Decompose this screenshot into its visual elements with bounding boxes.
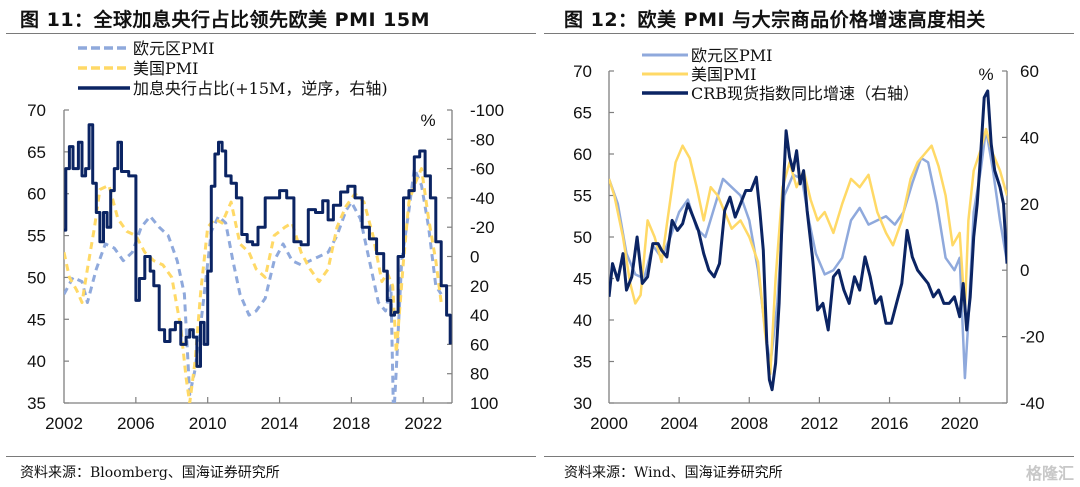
left-y-tick-label: 45	[27, 310, 46, 329]
left-legend-label-1: 美国PMI	[133, 59, 198, 78]
left-legend-label-0: 欧元区PMI	[133, 39, 214, 58]
right-x-tick-label: 2000	[590, 414, 628, 433]
left-series-line-0	[64, 167, 443, 403]
left-y2-tick-label: 60	[470, 335, 489, 354]
left-y2-tick-label: -100	[470, 101, 504, 120]
left-y-tick-label: 70	[27, 101, 46, 120]
right-title-rule	[544, 33, 1074, 34]
right-y-tick-label: 60	[573, 145, 592, 164]
left-title-rule	[6, 33, 536, 34]
right-source-rule	[544, 456, 1074, 457]
left-source-rule	[6, 456, 536, 457]
left-y-tick-label: 35	[27, 394, 46, 413]
right-series-line-0	[609, 127, 1007, 380]
right-x-tick-label: 2004	[660, 414, 698, 433]
left-y2-tick-label: -40	[470, 189, 495, 208]
left-y2-tick-label: 0	[470, 248, 479, 267]
right-y2-tick-label: -40	[1020, 394, 1045, 413]
left-series-line-2	[64, 123, 452, 368]
left-x-tick-label: 2018	[332, 414, 370, 433]
right-legend-label-0: 欧元区PMI	[691, 46, 772, 65]
left-percent-unit-label: %	[420, 111, 435, 130]
right-y-tick-label: 50	[573, 228, 592, 247]
right-y2-tick-label: 0	[1020, 261, 1029, 280]
right-x-tick-label: 2020	[941, 414, 979, 433]
right-y-tick-label: 70	[573, 62, 592, 81]
right-legend-label-1: 美国PMI	[691, 65, 756, 84]
left-y2-tick-label: -20	[470, 218, 495, 237]
left-x-tick-label: 2002	[45, 414, 83, 433]
left-legend-label-2: 加息央行占比(+15M，逆序，右轴)	[133, 79, 388, 98]
right-y-tick-label: 55	[573, 187, 592, 206]
left-y-tick-label: 40	[27, 352, 46, 371]
left-figure-title: 图 11：全球加息央行占比领先欧美 PMI 15M	[20, 9, 431, 31]
left-y2-tick-label: -80	[470, 130, 495, 149]
left-figure: 图 11：全球加息央行占比领先欧美 PMI 15M 资料来源：Bloomberg…	[6, 9, 536, 481]
left-y-tick-label: 50	[27, 268, 46, 287]
left-source-note: 资料来源：Bloomberg、国海证券研究所	[20, 465, 280, 481]
right-series-line-2	[609, 89, 1007, 392]
left-y2-tick-label: 20	[470, 277, 489, 296]
right-y-tick-label: 30	[573, 394, 592, 413]
left-x-tick-label: 2014	[261, 414, 299, 433]
right-x-tick-label: 2016	[871, 414, 909, 433]
right-y-tick-label: 40	[573, 311, 592, 330]
left-y2-tick-label: 80	[470, 365, 489, 384]
right-x-tick-label: 2008	[730, 414, 768, 433]
left-y2-tick-label: -60	[470, 160, 495, 179]
left-x-tick-label: 2010	[189, 414, 227, 433]
left-y2-tick-label: 40	[470, 306, 489, 325]
left-y-tick-label: 65	[27, 143, 46, 162]
left-y-tick-label: 60	[27, 185, 46, 204]
left-x-tick-label: 2006	[117, 414, 155, 433]
right-figure: 图 12：欧美 PMI 与大宗商品价格增速高度相关 资料来源：Wind、国海证券…	[540, 0, 1080, 487]
watermark-logo: 格隆汇	[1025, 464, 1074, 483]
right-y2-tick-label: 40	[1020, 128, 1039, 147]
left-x-tick-label: 2022	[404, 414, 442, 433]
right-y-tick-label: 65	[573, 104, 592, 123]
left-y-tick-label: 55	[27, 227, 46, 246]
right-legend-label-2: CRB现货指数同比增速（右轴）	[691, 84, 919, 103]
right-percent-unit-label: %	[978, 65, 993, 84]
right-figure-title: 图 12：欧美 PMI 与大宗商品价格增速高度相关	[564, 9, 986, 31]
right-source-note: 资料来源：Wind、国海证券研究所	[564, 465, 783, 481]
right-y-tick-label: 35	[573, 353, 592, 372]
right-y2-tick-label: 60	[1020, 62, 1039, 81]
right-x-tick-label: 2012	[800, 414, 838, 433]
left-y2-tick-label: 100	[470, 394, 498, 413]
right-y2-tick-label: -20	[1020, 328, 1045, 347]
right-y-tick-label: 45	[573, 270, 592, 289]
left-series-line-1	[64, 167, 443, 403]
right-y2-tick-label: 20	[1020, 195, 1039, 214]
